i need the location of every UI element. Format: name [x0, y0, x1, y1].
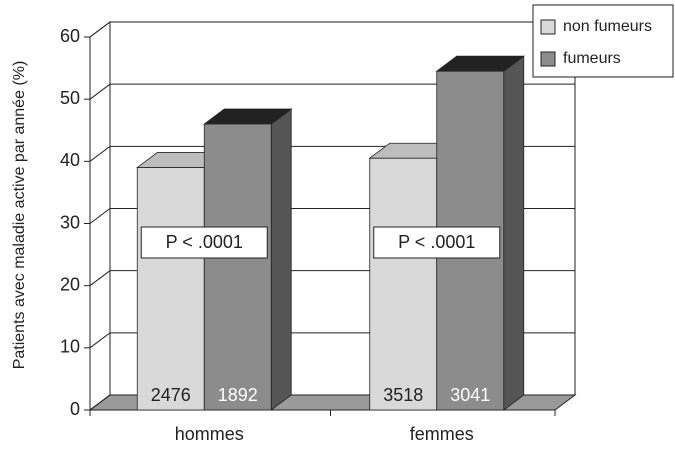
sample-size: 1892 — [218, 385, 258, 405]
y-tick-label: 60 — [60, 26, 80, 46]
y-axis-label: Patients avec maladie active par année (… — [11, 61, 28, 370]
sample-size: 3041 — [450, 385, 490, 405]
y-tick-label: 0 — [70, 399, 80, 419]
sample-size: 3518 — [383, 385, 423, 405]
bar — [369, 157, 438, 411]
x-tick-label: femmes — [410, 424, 474, 444]
y-tick-label: 40 — [60, 150, 80, 170]
legend-box — [532, 4, 674, 78]
x-tick-label: hommes — [175, 424, 244, 444]
annotation: P < .0001 — [166, 232, 243, 252]
y-tick-label: 20 — [60, 274, 80, 294]
grid-line — [89, 83, 575, 100]
y-tick-label: 10 — [60, 337, 80, 357]
legend-label: fumeurs — [563, 50, 621, 67]
annotation-box — [140, 226, 268, 259]
legend-swatch — [540, 19, 556, 35]
bar — [136, 167, 205, 411]
bar — [203, 123, 272, 411]
y-tick-label: 30 — [60, 212, 80, 232]
grid-line — [89, 21, 575, 38]
bar-side — [503, 55, 525, 411]
annotation: P < .0001 — [398, 232, 475, 252]
bar-side — [270, 108, 292, 411]
y-tick-label: 50 — [60, 88, 80, 108]
sample-size: 2476 — [151, 385, 191, 405]
annotation-box — [373, 226, 501, 259]
legend-label: non fumeurs — [563, 18, 652, 35]
legend-swatch — [540, 51, 556, 67]
